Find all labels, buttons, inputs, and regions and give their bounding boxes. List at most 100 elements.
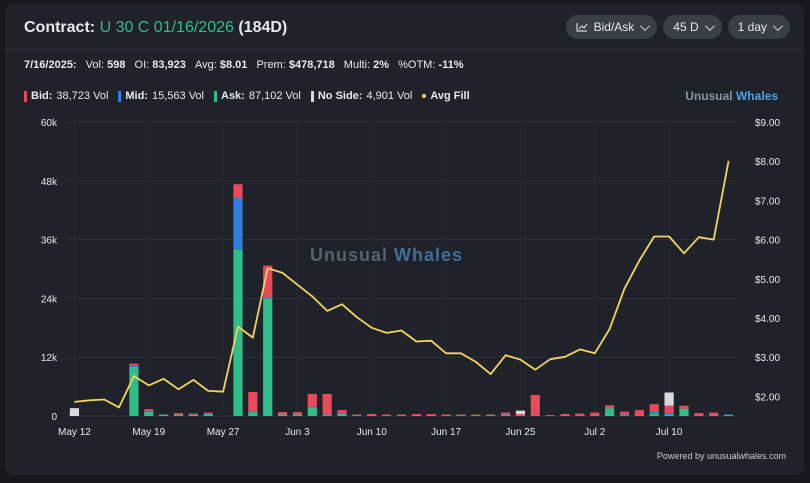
bar-ask — [203, 414, 213, 416]
y-right-tick-label: $7.00 — [755, 196, 780, 207]
y-right-tick-label: $8.00 — [755, 157, 780, 168]
y-left-tick-label: 60k — [41, 118, 58, 129]
bar-bid — [382, 414, 392, 416]
bar-bid — [530, 394, 540, 416]
watermark-part2: Whales — [388, 245, 463, 265]
watermark: Unusual Whales — [310, 245, 463, 265]
bar-mid — [322, 414, 332, 416]
bar-ask — [396, 415, 407, 417]
bar-bid — [352, 414, 362, 416]
footer-credit: Powered by unusualwhales.com — [656, 451, 786, 461]
bar-bid — [441, 414, 451, 416]
bar-bid — [590, 412, 600, 416]
x-tick-label: Jul 2 — [584, 427, 606, 438]
bar-ask — [679, 408, 689, 416]
y-right-tick-label: $5.00 — [755, 275, 780, 286]
bar-bid — [560, 414, 570, 416]
brand-part2: Whales — [735, 89, 778, 103]
bar-bid — [307, 393, 317, 407]
legend-bid-value: 38,723 Vol — [56, 90, 109, 102]
bar-ask — [367, 415, 377, 417]
bar-ask — [173, 414, 184, 416]
bar-ask — [337, 413, 347, 416]
bar-mid — [307, 406, 317, 408]
contract-header: Contract: U 30 C 01/16/2026 (184D) — [24, 19, 287, 37]
prem-label: Prem: — [256, 59, 286, 71]
side-selector[interactable]: Bid/Ask — [565, 15, 658, 39]
bar-bid — [263, 265, 273, 298]
bar-bid — [500, 412, 511, 415]
contract-name: U 30 C 01/16/2026 — [99, 19, 234, 36]
bar-ask — [500, 415, 511, 416]
oi-value: 83,923 — [152, 59, 186, 71]
bar-ask — [723, 415, 734, 416]
bar-ask — [307, 407, 317, 416]
bar-bid — [367, 414, 377, 416]
legend-ask-value: 87,102 Vol — [248, 90, 301, 102]
legend-bid-label: Bid: — [31, 90, 53, 102]
bar-ask — [129, 367, 139, 416]
volume-chart: 60k 48k 36k 24k 12k 0 $9.00 $8.00 $7.00 $6.00 $5.0… — [41, 118, 781, 438]
bar-bid — [248, 391, 258, 412]
bar-bid — [679, 405, 689, 409]
y-right-tick-label: $4.00 — [755, 314, 780, 325]
bar-ask — [159, 414, 169, 416]
bar-ask — [292, 414, 303, 416]
bar-ask — [515, 415, 526, 416]
legend-noside[interactable]: No Side: 4,901 Vol — [310, 90, 412, 102]
bar-bid — [322, 393, 332, 415]
stats-row: 7/16/2025: Vol: 598 OI: 83,923 Avg: $8.0… — [24, 59, 464, 71]
bar-bid — [649, 404, 659, 413]
range-selector-label: 45 D — [673, 20, 699, 34]
bar-mid — [203, 413, 213, 415]
bar-ask — [352, 415, 362, 417]
y-right-tick-label: $9.00 — [755, 118, 780, 129]
multi-value: 2% — [373, 59, 390, 71]
legend-ask[interactable]: Ask: 87,102 Vol — [214, 90, 301, 102]
bar-no-side — [515, 410, 526, 415]
range-selector[interactable]: 45 D — [663, 15, 722, 39]
bar-bid — [456, 414, 466, 416]
bar-ask — [382, 415, 392, 417]
bar-ask — [322, 415, 332, 416]
bar-bid — [411, 414, 421, 416]
x-tick-label: Jun 3 — [285, 427, 310, 438]
x-tick-label: Jun 25 — [505, 427, 535, 438]
legend-avgfill[interactable]: Avg Fill — [422, 90, 470, 102]
bar-no-side — [69, 408, 80, 416]
bar-ask — [590, 415, 600, 417]
bar-ask — [709, 415, 719, 417]
x-tick-label: May 19 — [132, 427, 165, 438]
oi-label: OI: — [134, 59, 150, 71]
y-left-tick-label: 0 — [51, 412, 57, 423]
bar-bid — [396, 414, 407, 416]
interval-selector-label: 1 day — [737, 20, 767, 34]
interval-selector[interactable]: 1 day — [727, 15, 790, 39]
chart-controls: Bid/Ask 45 D 1 day — [565, 15, 790, 39]
bar-bid — [515, 414, 526, 416]
bar-mid — [248, 411, 258, 413]
bar-mid — [233, 197, 243, 250]
line-chart-icon — [575, 23, 588, 32]
y-left-tick-label: 48k — [41, 177, 58, 188]
y-right-tick-label: $6.00 — [755, 236, 780, 247]
y-left-tick-label: 12k — [41, 353, 58, 364]
bar-mid — [129, 365, 139, 367]
x-tick-label: Jun 17 — [431, 427, 461, 438]
legend-mid-value: 15,563 Vol — [152, 90, 204, 102]
contract-dte: (184D) — [238, 19, 288, 36]
stats-date: 7/16/2025: — [24, 59, 77, 71]
bar-bid — [634, 410, 644, 416]
bar-bid — [144, 409, 154, 412]
bar-ask — [694, 415, 704, 417]
otm-label: %OTM: — [398, 59, 436, 71]
bar-mid — [337, 413, 347, 414]
bar-mid — [263, 297, 273, 299]
legend-mid[interactable]: Mid: 15,563 Vol — [118, 90, 204, 102]
legend-bid[interactable]: Bid: 38,723 Vol — [24, 90, 108, 102]
bar-ask — [575, 415, 585, 417]
bar-bid — [337, 410, 347, 414]
y-left-tick-label: 36k — [41, 236, 58, 247]
prem-value: $478,718 — [288, 59, 335, 71]
avg-fill-line — [74, 160, 730, 409]
